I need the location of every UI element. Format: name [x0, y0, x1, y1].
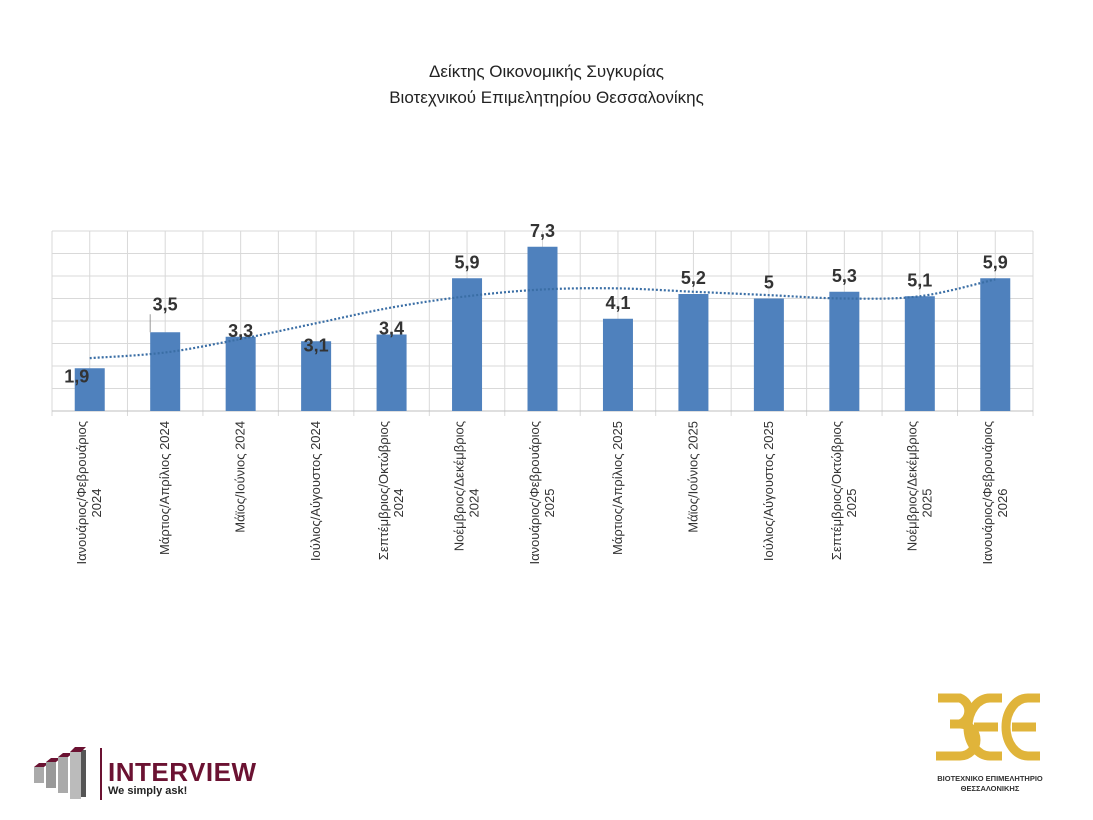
data-label: 5,1 — [907, 270, 932, 290]
bee-logo: ΒΙΟΤΕΧΝΙΚΟ ΕΠΙΜΕΛΗΤΗΡΙΟ ΘΕΣΣΑΛΟΝΙΚΗΣ — [930, 690, 1050, 795]
data-label: 5,9 — [983, 252, 1008, 272]
category-label: Νοέμβριος/Δεκέμβριος2024 — [452, 421, 482, 551]
category-label-line: Μάρτιος/Απρίλιος 2025 — [610, 421, 625, 555]
category-label: Ιούλιος/Αύγουστος 2024 — [308, 421, 323, 561]
bar — [678, 294, 709, 411]
data-label: 3,5 — [153, 294, 178, 314]
category-label-line: Μάρτιος/Απρίλιος 2024 — [157, 421, 172, 555]
category-label-line: Ιανουάριος/Φεβρουάριος — [527, 421, 542, 565]
chart-title-line-2: Βιοτεχνικού Επιμελητηρίου Θεσσαλονίκης — [389, 88, 704, 107]
data-label: 7,3 — [530, 221, 555, 241]
data-label: 5 — [764, 273, 774, 293]
category-label: Μάρτιος/Απρίλιος 2024 — [157, 421, 172, 555]
bar — [753, 298, 784, 411]
category-label-line: Μάϊος/Ιούνιος 2025 — [685, 421, 700, 533]
bar — [150, 332, 181, 411]
logo-divider — [100, 748, 102, 800]
bar — [301, 341, 332, 411]
bee-mark-icon — [936, 693, 1040, 761]
data-label: 5,3 — [832, 266, 857, 286]
category-label-line: 2025 — [844, 489, 859, 518]
category-label-line: 2024 — [89, 489, 104, 518]
bar — [376, 334, 407, 411]
category-label-line: 2024 — [391, 489, 406, 518]
category-label-line: Ιανουάριος/Φεβρουάριος — [74, 421, 89, 565]
category-label: Ιανουάριος/Φεβρουάριος2025 — [527, 421, 557, 565]
bar — [452, 278, 483, 411]
data-label: 5,2 — [681, 268, 706, 288]
bar — [527, 246, 558, 411]
category-label-line: 2025 — [919, 489, 934, 518]
category-label: Σεπτέμβριος/Οκτώβριος2024 — [376, 421, 406, 560]
chart-title-line-1: Δείκτης Οικονομικής Συγκυρίας — [428, 62, 664, 81]
data-label: 1,9 — [64, 366, 89, 386]
bar — [74, 368, 105, 411]
bar — [904, 296, 935, 411]
category-label: Ιανουάριος/Φεβρουάριος2026 — [980, 421, 1010, 565]
bar — [225, 336, 256, 411]
category-label: Μάρτιος/Απρίλιος 2025 — [610, 421, 625, 555]
interview-bars-icon — [34, 747, 86, 799]
bar-chart: 1,9 3,5 3,3 3,1 3,4 5,9 7,3 4,1 5,2 5 5,3 5,1 5,9 Ιαν… — [51, 221, 1034, 565]
category-label-line: Ιανουάριος/Φεβρουάριος — [980, 421, 995, 565]
category-label-line: 2026 — [995, 489, 1010, 518]
bar — [602, 318, 633, 411]
category-label-line: Νοέμβριος/Δεκέμβριος — [452, 421, 467, 551]
bee-name-line-1: ΒΙΟΤΕΧΝΙΚΟ ΕΠΙΜΕΛΗΤΗΡΙΟ — [937, 774, 1043, 783]
bar — [980, 278, 1011, 411]
interview-tagline: We simply ask! — [108, 785, 188, 797]
category-label: Ιούλιος/Αύγουστος 2025 — [761, 421, 776, 561]
data-label: 4,1 — [605, 293, 630, 313]
category-label: Σεπτέμβριος/Οκτώβριος2025 — [829, 421, 859, 560]
category-label-line: Σεπτέμβριος/Οκτώβριος — [829, 421, 844, 560]
data-label: 3,1 — [304, 335, 329, 355]
category-label-line: Μάϊος/Ιούνιος 2024 — [233, 421, 248, 533]
data-label: 3,3 — [228, 321, 253, 341]
data-label: 5,9 — [455, 252, 480, 272]
category-label-line: Σεπτέμβριος/Οκτώβριος — [376, 421, 391, 560]
category-label: Νοέμβριος/Δεκέμβριος2025 — [904, 421, 934, 551]
category-label-line: Ιούλιος/Αύγουστος 2024 — [308, 421, 323, 561]
data-label: 3,4 — [379, 319, 404, 339]
category-label: Ιανουάριος/Φεβρουάριος2024 — [74, 421, 104, 565]
category-label-line: 2025 — [542, 489, 557, 518]
category-label: Μάϊος/Ιούνιος 2024 — [233, 421, 248, 533]
category-label: Μάϊος/Ιούνιος 2025 — [685, 421, 700, 533]
bar — [829, 291, 860, 411]
category-label-line: 2024 — [467, 489, 482, 518]
category-label-line: Νοέμβριος/Δεκέμβριος — [904, 421, 919, 551]
category-label-line: Ιούλιος/Αύγουστος 2025 — [761, 421, 776, 561]
bee-name-line-2: ΘΕΣΣΑΛΟΝΙΚΗΣ — [960, 784, 1020, 793]
interview-logo-text: INTERVIEW — [108, 757, 257, 787]
interview-logo: INTERVIEW We simply ask! — [30, 745, 270, 805]
trendline — [89, 278, 996, 360]
